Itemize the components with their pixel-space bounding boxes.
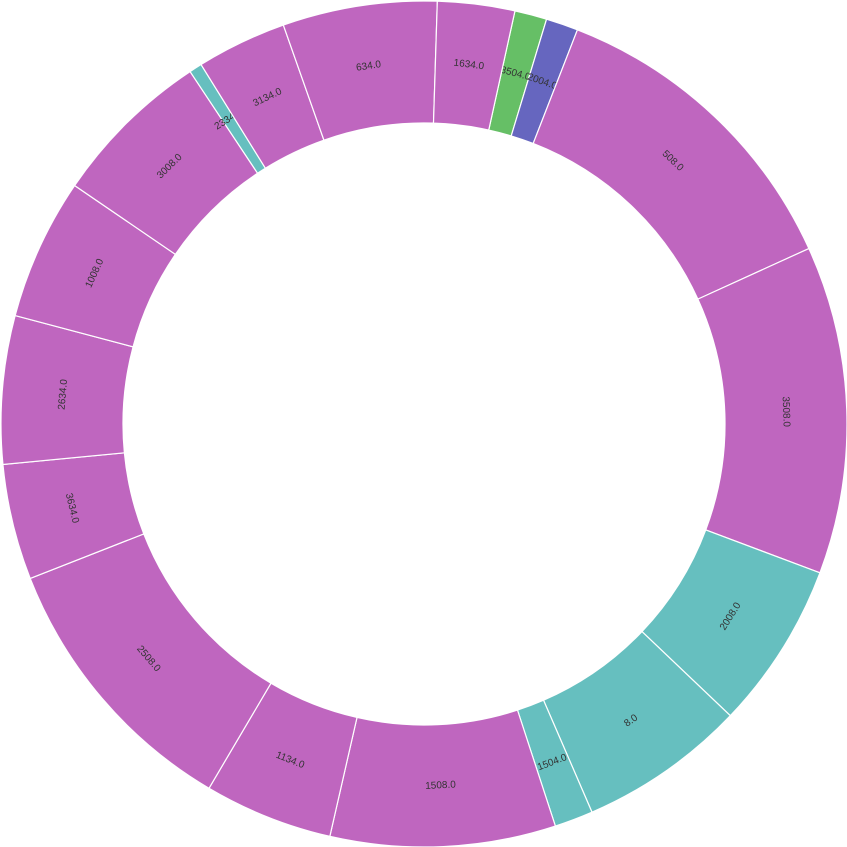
slice-17 — [432, 0, 516, 131]
slice-7 — [329, 709, 557, 847]
slice-label-3: 3508.0 — [780, 396, 792, 427]
slice-label-17: 1634.0 — [453, 58, 485, 73]
slice-3 — [697, 247, 847, 574]
slice-label-16: 634.0 — [355, 59, 382, 74]
slice-label-7: 1508.0 — [425, 780, 456, 792]
slice-label-11: 2634.0 — [57, 378, 71, 410]
